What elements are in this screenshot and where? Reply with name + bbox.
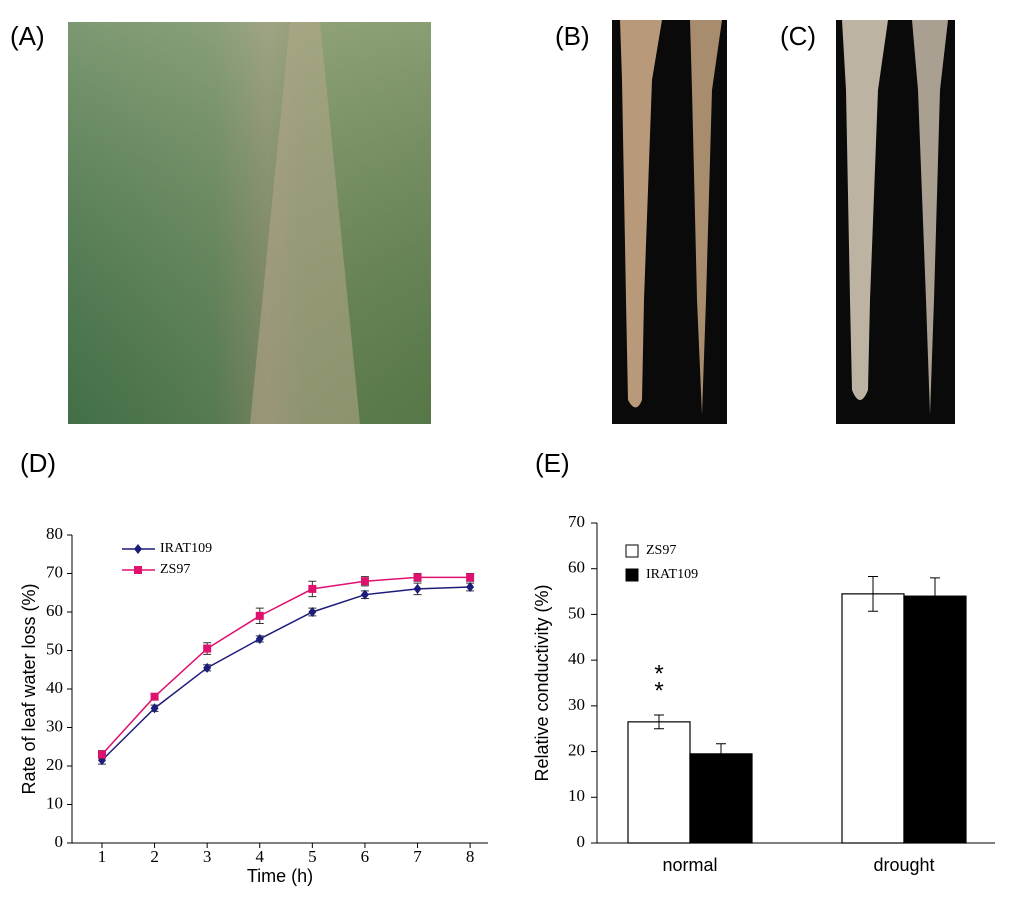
y-tick-label: 30 [568,695,585,714]
panel-label: (B) [555,21,590,51]
panel-label: (C) [780,21,816,51]
x-tick-label: 5 [308,847,317,866]
series-line [101,586,471,761]
marker [203,644,212,653]
y-tick-label: 70 [568,512,585,531]
marker [466,581,475,592]
legend-label: ZS97 [646,543,676,558]
y-tick-label: 70 [46,562,63,581]
y-tick-label: 80 [46,524,63,543]
marker [360,577,369,586]
y-tick-label: 50 [46,639,63,658]
marker [255,611,264,620]
legend-label: IRAT109 [160,541,212,556]
x-tick-label: 4 [256,847,265,866]
marker [413,573,422,582]
y-tick-label: 50 [568,603,585,622]
x-tick-label: 7 [413,847,422,866]
bar [689,753,753,844]
y-tick-label: 0 [577,832,586,851]
marker [203,662,212,673]
error-bar [868,575,878,612]
legend-swatch [625,544,639,558]
annotation: * [654,660,663,687]
y-tick-label: 60 [46,601,63,620]
y-tick-label: 20 [46,755,63,774]
x-tick-label: 8 [466,847,475,866]
error-bar [654,714,664,730]
y-tick-label: 60 [568,558,585,577]
bar [627,721,691,844]
y-axis-label: Relative conductivity (%) [532,584,552,781]
y-tick-label: 0 [55,832,64,851]
x-axis-label: Time (h) [247,866,313,886]
x-tick-label: 6 [361,847,370,866]
marker [308,607,317,617]
y-tick-label: 20 [568,740,585,759]
y-tick-label: 40 [568,649,585,668]
legend-marker [134,566,142,574]
annotation: * [654,677,663,704]
x-tick-label: 3 [203,847,212,866]
photo-c [836,20,955,424]
y-tick-label: 10 [568,786,585,805]
y-tick-label: 40 [46,678,63,697]
y-axis-label: Rate of leaf water loss (%) [19,583,39,794]
y-tick-label: 10 [46,793,63,812]
bar [841,593,905,844]
marker [150,692,159,701]
error-bar [930,577,940,615]
marker [150,703,159,714]
marker [360,589,369,600]
x-tick-label: drought [873,855,934,875]
panel-label: (E) [535,448,570,478]
photo-a [68,22,431,424]
error-bar [716,743,726,765]
legend-swatch [625,568,639,582]
legend-marker [134,544,142,554]
marker [308,584,317,593]
legend-label: ZS97 [160,562,190,577]
bar [903,595,967,844]
marker [97,750,106,759]
x-tick-label: normal [662,855,717,875]
x-tick-label: 2 [150,847,159,866]
marker [255,633,264,644]
y-tick-label: 30 [46,716,63,735]
panel-label: (D) [20,448,56,478]
marker [466,573,475,582]
marker [413,583,422,594]
x-tick-label: 1 [98,847,107,866]
panel-label: (A) [10,21,45,51]
photo-b [612,20,727,424]
series-line [101,576,471,755]
legend-label: IRAT109 [646,567,698,582]
